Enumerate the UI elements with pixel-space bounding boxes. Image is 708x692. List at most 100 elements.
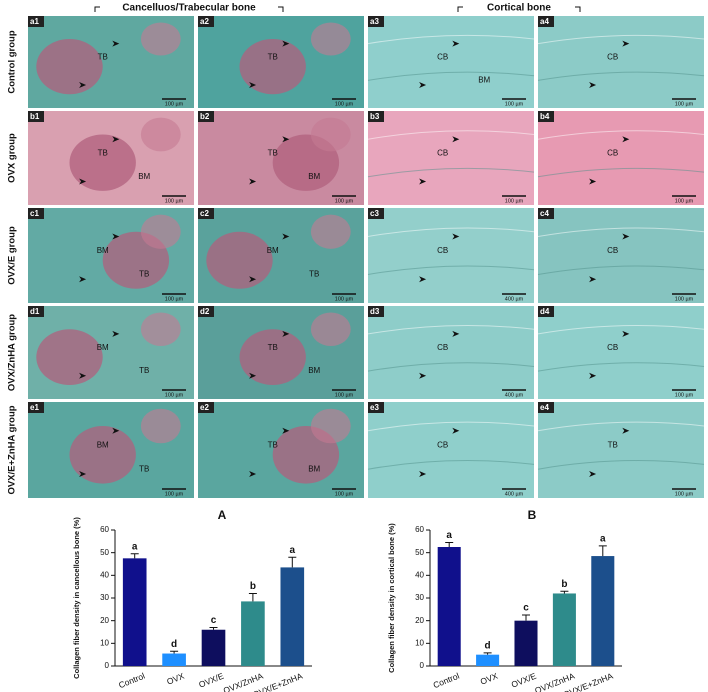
panel-id: c3 xyxy=(370,209,379,218)
arrowhead xyxy=(622,330,630,337)
group-label: OVX group xyxy=(7,133,18,183)
histology-panel: d2 TB BM 100 µm xyxy=(198,306,364,399)
panel-id: c1 xyxy=(30,209,39,218)
bar xyxy=(591,556,615,666)
significance-letter: c xyxy=(523,603,529,614)
tissue-label: BM xyxy=(97,440,109,449)
tissue-label: CB xyxy=(607,148,618,157)
y-axis-label: Collagen fiber density in cancellous bon… xyxy=(72,517,81,679)
panel-image xyxy=(368,306,534,399)
y-tick-label: 10 xyxy=(100,638,109,647)
panel-id-box xyxy=(538,208,554,219)
fiber xyxy=(367,362,535,372)
scale-label: 100 µm xyxy=(165,392,184,398)
fiber xyxy=(367,227,535,237)
panel-image xyxy=(368,402,534,498)
panel-id-box xyxy=(368,402,384,413)
panel-image xyxy=(368,208,534,303)
arrowhead xyxy=(282,427,290,434)
tissue-label: BM xyxy=(97,343,109,352)
fiber xyxy=(537,362,705,372)
arrowhead xyxy=(79,82,87,88)
arrowhead xyxy=(112,330,120,337)
arrowhead xyxy=(112,40,120,47)
group-label: OVX/E+ZnHA group xyxy=(7,405,18,494)
error-bar xyxy=(288,556,297,568)
tissue-label: BM xyxy=(308,464,320,473)
panel-id-box xyxy=(28,111,44,122)
arrowhead xyxy=(249,82,257,88)
panel-id-box xyxy=(198,16,214,27)
arrowhead xyxy=(79,276,87,283)
arrowhead xyxy=(249,372,257,379)
scale-label: 100 µm xyxy=(675,392,694,398)
scale-label: 100 µm xyxy=(675,101,694,107)
y-tick-label: 30 xyxy=(100,593,109,602)
arrowhead xyxy=(589,471,597,477)
scale-label: 100 µm xyxy=(335,101,354,107)
scale-label: 100 µm xyxy=(165,198,184,204)
x-tick-label: Control xyxy=(117,671,146,691)
scale-label: 100 µm xyxy=(675,296,694,302)
scale-label: 400 µm xyxy=(505,392,524,398)
arrowhead xyxy=(589,82,597,88)
y-tick-label: 60 xyxy=(415,525,424,534)
y-tick-label: 50 xyxy=(415,548,424,557)
y-tick-label: 0 xyxy=(105,661,110,670)
significance-letter: a xyxy=(290,545,296,556)
tissue-label: CB xyxy=(437,148,448,157)
panel-id: e3 xyxy=(370,403,379,412)
marrow xyxy=(239,329,306,386)
marrow xyxy=(36,329,103,386)
panel-id-box xyxy=(538,402,554,413)
panel-id: b2 xyxy=(200,112,210,121)
arrowhead xyxy=(79,178,87,185)
marrow xyxy=(206,231,273,289)
panel-id: b3 xyxy=(370,112,380,121)
marrow xyxy=(36,39,103,95)
arrowhead xyxy=(79,471,87,477)
histology-panel: e4 TB 100 µm xyxy=(537,402,705,498)
panel-image xyxy=(538,208,704,303)
fiber xyxy=(367,460,535,470)
bar xyxy=(476,654,500,666)
panel-id: a2 xyxy=(200,17,209,26)
x-tick-label: OVX xyxy=(479,671,500,687)
arrowhead xyxy=(622,40,630,47)
panel-id-box xyxy=(28,16,44,27)
histology-panel: b2 TB BM 100 µm xyxy=(198,111,364,205)
significance-letter: b xyxy=(561,579,567,590)
bar xyxy=(437,547,461,666)
error-bar xyxy=(483,652,492,655)
panel-id: a1 xyxy=(30,17,39,26)
histology-panel: c1 BM TB 100 µm xyxy=(28,208,194,303)
y-tick-label: 40 xyxy=(100,570,109,579)
marrow xyxy=(140,312,181,346)
panel-image xyxy=(538,306,704,399)
histology-panel: b3 CB 100 µm xyxy=(367,111,535,205)
tissue-label: TB xyxy=(309,270,319,279)
arrowhead xyxy=(452,40,460,47)
y-tick-label: 60 xyxy=(100,525,109,534)
tissue-label: TB xyxy=(268,148,278,157)
tissue-label: TB xyxy=(268,440,278,449)
histology-panel: e1 BM TB 100 µm xyxy=(28,402,194,498)
tissue-label: CB xyxy=(607,343,618,352)
tissue-label: TB xyxy=(608,440,618,449)
fiber xyxy=(367,167,535,178)
tissue-label: BM xyxy=(267,246,279,255)
y-tick-label: 20 xyxy=(100,616,109,625)
bar xyxy=(552,593,576,666)
arrowhead xyxy=(419,82,427,88)
arrowhead xyxy=(419,471,427,477)
scale-label: 100 µm xyxy=(505,198,524,204)
error-bar xyxy=(598,545,607,557)
arrowhead xyxy=(622,427,630,434)
arrowhead xyxy=(282,233,290,240)
panel-id-box xyxy=(198,111,214,122)
fiber xyxy=(367,325,535,335)
panel-id-box xyxy=(538,111,554,122)
significance-letter: d xyxy=(171,639,177,650)
panel-image xyxy=(538,16,704,108)
arrowhead xyxy=(112,136,120,143)
